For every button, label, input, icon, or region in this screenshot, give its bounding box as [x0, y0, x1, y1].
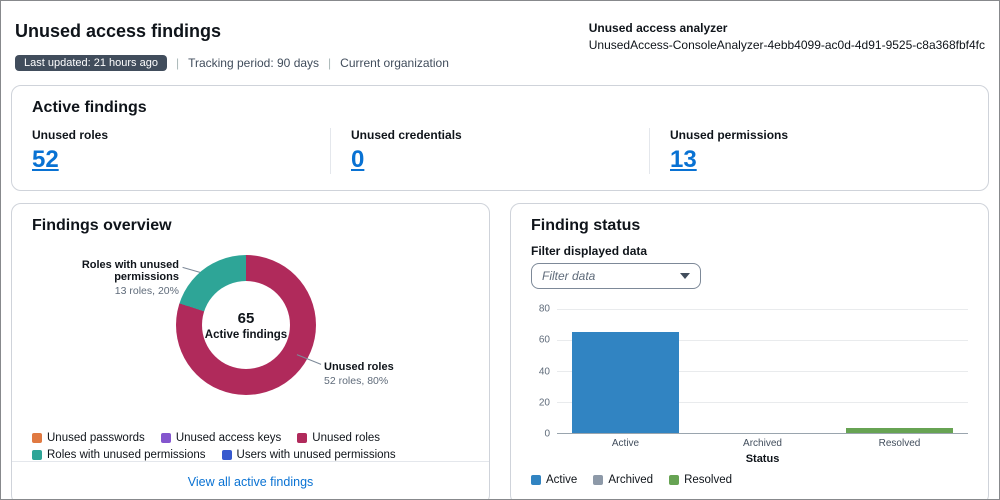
legend-label: Unused passwords: [47, 432, 145, 444]
legend-item-archived[interactable]: Archived: [593, 474, 653, 486]
overview-legend: Unused passwords Unused access keys Unus…: [32, 432, 469, 461]
status-legend: Active Archived Resolved: [531, 474, 968, 486]
donut-callout-roles-with-unused-permissions: Roles with unused permissions 13 roles, …: [32, 259, 179, 297]
chevron-down-icon: [680, 273, 690, 279]
legend-item-unused-passwords[interactable]: Unused passwords: [32, 432, 145, 444]
legend-item-active[interactable]: Active: [531, 474, 577, 486]
bar-active[interactable]: [572, 332, 679, 433]
active-findings-title: Active findings: [32, 99, 147, 116]
legend-item-roles-with-unused-permissions[interactable]: Roles with unused permissions: [32, 449, 206, 461]
legend-label: Unused access keys: [175, 432, 282, 444]
finding-status-title: Finding status: [531, 217, 641, 234]
callout-label: Unused roles: [324, 361, 394, 373]
current-organization-text: Current organization: [340, 56, 449, 70]
bar-plot-area: [557, 309, 968, 434]
active-findings-card: Active findings Unused roles 52 Unused c…: [11, 85, 989, 191]
x-axis-categories: Active Archived Resolved: [557, 438, 968, 449]
active-findings-metrics: Unused roles 52 Unused credentials 0 Unu…: [32, 128, 968, 174]
finding-status-card: Finding status Filter displayed data Fil…: [510, 203, 989, 499]
donut-ring[interactable]: 65 Active findings: [176, 255, 316, 395]
unused-permissions-count-link[interactable]: 13: [670, 146, 697, 173]
y-axis: 80 60 40 20 0: [531, 304, 557, 440]
analyzer-name: UnusedAccess-ConsoleAnalyzer-4ebb4099-ac…: [588, 38, 985, 52]
legend-swatch: [160, 433, 171, 443]
unused-credentials-count-link[interactable]: 0: [351, 146, 365, 173]
callout-detail: 52 roles, 80%: [324, 375, 389, 387]
page-meta-row: Last updated: 21 hours ago | Tracking pe…: [15, 55, 449, 71]
page-header: Unused access findings Last updated: 21 …: [1, 1, 999, 71]
filter-data-dropdown[interactable]: Filter data: [531, 263, 701, 289]
legend-swatch: [221, 450, 232, 460]
findings-overview-title: Findings overview: [32, 217, 172, 234]
overview-card-footer: View all active findings: [12, 461, 489, 499]
legend-label: Roles with unused permissions: [47, 449, 206, 461]
bar-slot-resolved: [831, 309, 968, 433]
donut-center: 65 Active findings: [202, 281, 290, 369]
legend-label: Archived: [608, 474, 654, 486]
status-bar-chart: 80 60 40 20 0: [531, 304, 968, 440]
y-tick: 0: [544, 428, 550, 440]
legend-swatch: [297, 433, 308, 443]
metric-unused-permissions: Unused permissions 13: [649, 128, 968, 174]
metric-label: Unused permissions: [670, 128, 789, 142]
legend-swatch: [32, 450, 42, 460]
findings-overview-card: Findings overview Roles with unused perm…: [11, 203, 490, 499]
page-title: Unused access findings: [15, 21, 222, 41]
legend-swatch: [593, 475, 604, 485]
bottom-cards-row: Findings overview Roles with unused perm…: [11, 203, 989, 499]
metric-unused-credentials: Unused credentials 0: [330, 128, 649, 174]
y-tick: 40: [538, 366, 550, 377]
metric-unused-roles: Unused roles 52: [32, 128, 330, 174]
donut-callout-unused-roles: Unused roles 52 roles, 80%: [324, 361, 394, 387]
page-header-left: Unused access findings Last updated: 21 …: [15, 21, 449, 71]
legend-label: Unused roles: [312, 432, 381, 444]
analyzer-label: Unused access analyzer: [588, 21, 728, 35]
x-category-archived: Archived: [743, 438, 782, 449]
legend-swatch: [669, 475, 680, 485]
legend-item-unused-roles[interactable]: Unused roles: [297, 432, 380, 444]
bar-slot-active: [557, 309, 694, 433]
callout-label: Roles with unused permissions: [81, 259, 179, 283]
donut-total-value: 65: [237, 309, 255, 327]
legend-item-unused-access-keys[interactable]: Unused access keys: [160, 432, 282, 444]
y-tick: 60: [538, 334, 550, 346]
last-updated-badge: Last updated: 21 hours ago: [15, 55, 167, 71]
legend-item-users-with-unused-permissions[interactable]: Users with unused permissions: [221, 449, 396, 461]
donut-chart: Roles with unused permissions 13 roles, …: [32, 239, 469, 424]
y-tick: 20: [538, 397, 550, 409]
analyzer-info: Unused access analyzer UnusedAccess-Cons…: [589, 21, 985, 52]
view-all-active-findings-link[interactable]: View all active findings: [187, 475, 314, 489]
bar-resolved[interactable]: [846, 428, 953, 433]
filter-placeholder: Filter data: [542, 269, 596, 283]
x-category-active: Active: [611, 438, 640, 449]
metric-label: Unused credentials: [351, 128, 462, 142]
x-axis-label: Status: [745, 453, 780, 465]
tracking-period-text: Tracking period: 90 days: [188, 56, 320, 70]
legend-label: Active: [546, 474, 578, 486]
meta-separator: |: [175, 56, 180, 70]
legend-swatch: [531, 475, 541, 485]
unused-roles-count-link[interactable]: 52: [32, 146, 59, 173]
donut-center-label: Active findings: [204, 328, 288, 341]
y-tick: 80: [538, 303, 550, 315]
legend-item-resolved[interactable]: Resolved: [669, 474, 732, 486]
legend-label: Users with unused permissions: [236, 449, 396, 461]
meta-separator: |: [328, 56, 332, 70]
legend-swatch: [32, 433, 42, 443]
x-category-resolved: Resolved: [878, 438, 921, 449]
filter-displayed-data-label: Filter displayed data: [531, 244, 648, 258]
bar-slot-archived: [694, 309, 831, 433]
metric-label: Unused roles: [32, 128, 109, 142]
callout-detail: 13 roles, 20%: [114, 285, 179, 297]
legend-label: Resolved: [684, 474, 733, 486]
